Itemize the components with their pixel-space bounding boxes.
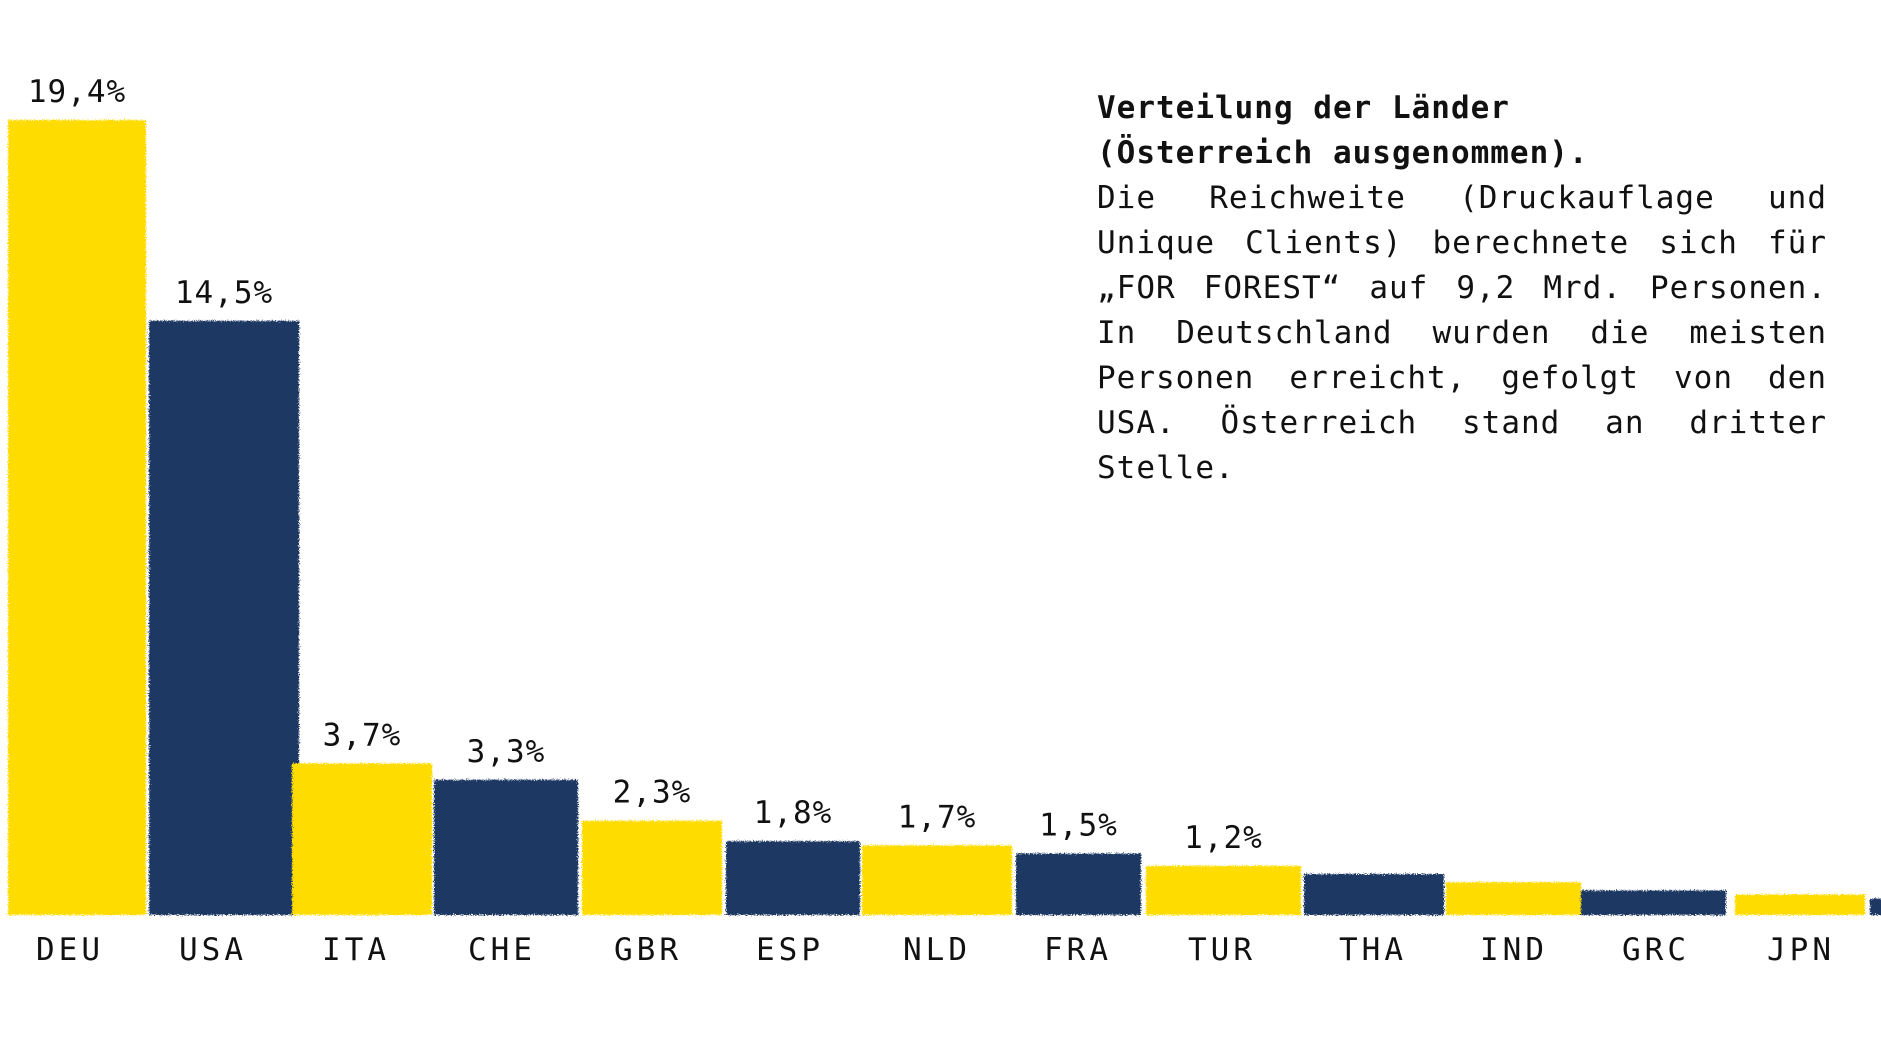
category-label-usa: USA bbox=[179, 932, 247, 968]
info-body-text: Die Reichweite (Druckauflage und Unique … bbox=[1097, 180, 1827, 486]
bar-fra bbox=[1016, 853, 1141, 915]
category-label-che: CHE bbox=[468, 932, 536, 968]
bar-ita bbox=[292, 763, 432, 915]
info-text-block: Verteilung der Länder (Österreich ausgen… bbox=[1097, 86, 1827, 491]
value-label-nld: 1,7% bbox=[898, 799, 977, 835]
bar-gbr bbox=[582, 820, 722, 915]
bar-grc bbox=[1581, 890, 1726, 915]
category-label-fra: FRA bbox=[1044, 932, 1112, 968]
category-label-deu: DEU bbox=[36, 932, 104, 968]
value-label-gbr: 2,3% bbox=[613, 775, 692, 811]
value-label-che: 3,3% bbox=[467, 734, 546, 770]
value-label-fra: 1,5% bbox=[1039, 808, 1118, 844]
category-label-esp: ESP bbox=[756, 932, 824, 968]
value-label-ita: 3,7% bbox=[323, 717, 402, 753]
bar-nld bbox=[862, 845, 1012, 915]
value-label-esp: 1,8% bbox=[754, 795, 833, 831]
value-label-deu: 19,4% bbox=[28, 74, 126, 110]
value-label-tur: 1,2% bbox=[1184, 820, 1263, 856]
bars-group bbox=[8, 120, 1881, 916]
category-label-ita: ITA bbox=[322, 932, 390, 968]
category-label-ind: IND bbox=[1480, 932, 1548, 968]
bar-usa bbox=[149, 320, 299, 916]
category-labels-group: DEU USA ITA CHE GBR ESP NLD FRA TUR THA IND GRC JPN bbox=[36, 932, 1835, 968]
bar-ind bbox=[1446, 882, 1581, 915]
value-labels-group: 19,4% 14,5% 3,7% 3,3% 2,3% 1,8% 1,7% 1,5% 1,2% bbox=[28, 74, 1263, 856]
category-label-tur: TUR bbox=[1188, 932, 1256, 968]
bar-tha bbox=[1304, 874, 1444, 915]
category-label-gbr: GBR bbox=[614, 932, 682, 968]
bar-tur bbox=[1146, 865, 1301, 915]
bar-esp bbox=[726, 841, 860, 915]
info-title-line2: (Österreich ausgenommen). bbox=[1097, 135, 1589, 171]
bar-jpn bbox=[1735, 894, 1865, 915]
bar-che bbox=[434, 779, 578, 915]
value-label-usa: 14,5% bbox=[175, 275, 273, 311]
category-label-tha: THA bbox=[1339, 932, 1407, 968]
category-label-jpn: JPN bbox=[1767, 932, 1835, 968]
category-label-grc: GRC bbox=[1622, 932, 1690, 968]
bar-deu bbox=[8, 120, 146, 915]
info-title-line1: Verteilung der Länder bbox=[1097, 90, 1510, 126]
bar-extra bbox=[1870, 898, 1881, 915]
category-label-nld: NLD bbox=[903, 932, 971, 968]
